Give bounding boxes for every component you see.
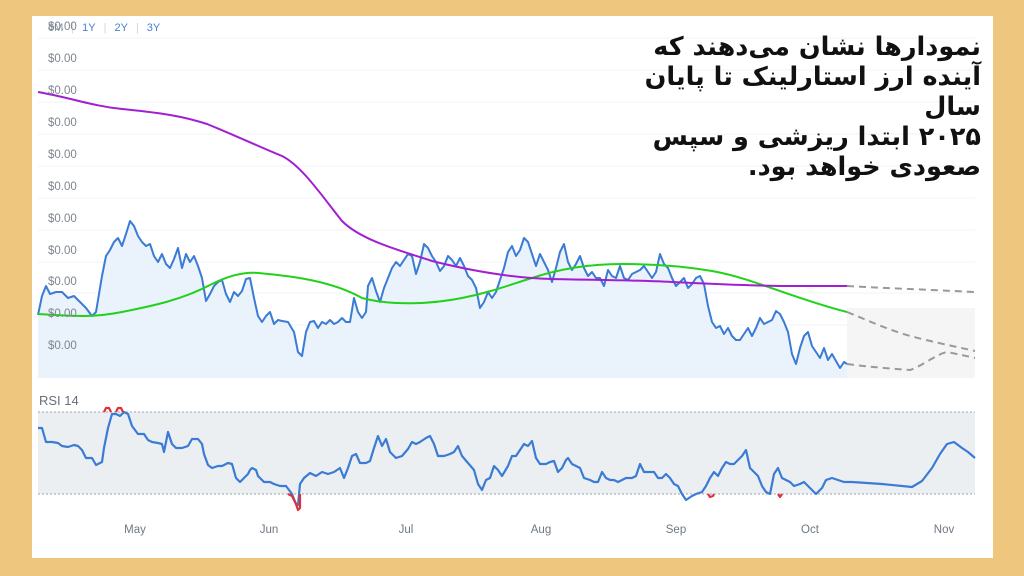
price-area <box>38 221 847 378</box>
x-axis-label-oct: Oct <box>801 524 819 536</box>
y-axis-label: $0.00 <box>48 117 77 129</box>
x-axis-label-nov: Nov <box>933 524 955 536</box>
y-axis-label: $0.00 <box>48 276 77 288</box>
rsi-title: RSI 14 <box>39 393 79 408</box>
rsi-oversold-jun <box>287 493 302 512</box>
long-ma-line <box>37 91 847 287</box>
rsi-extremes <box>103 406 783 512</box>
rsi-band <box>38 412 975 494</box>
caption-line: آینده ارز استارلینک تا پایان سال <box>644 62 981 122</box>
rsi-overbought-2 <box>115 406 124 413</box>
caption-line: ۲۰۲۵ ابتدا ریزشی و سپس <box>652 122 981 152</box>
x-axis-label-jul: Jul <box>398 524 414 536</box>
tab-separator: | <box>103 22 107 34</box>
forecast-region <box>847 308 975 378</box>
y-axis-label: $0.00 <box>48 340 77 352</box>
tab-3y[interactable]: 3Y <box>146 22 161 34</box>
y-axis-label: $0.00 <box>48 181 77 193</box>
forecast-long-ma <box>846 285 976 293</box>
caption-overlay: نمودارها نشان می‌دهند که آینده ارز استار… <box>581 32 981 182</box>
tab-1y[interactable]: 1Y <box>82 22 96 34</box>
rsi-line <box>38 410 976 507</box>
tab-6m[interactable]: 6M <box>48 22 64 34</box>
y-axis-label: $0.00 <box>48 85 77 97</box>
chart-panel: 6M | 1Y | 2Y | 3Y <box>32 16 993 558</box>
x-axis-label-jun: Jun <box>259 524 279 536</box>
y-axis-label: $0.00 <box>48 245 77 257</box>
rsi-oversold-late-sep <box>777 493 783 499</box>
y-axis-label: $0.00 <box>48 308 77 320</box>
price-gridlines <box>38 37 975 326</box>
y-axis-label: $0.00 <box>48 21 77 33</box>
y-axis-label: $0.00 <box>48 53 77 65</box>
price-line <box>37 220 848 369</box>
rsi-oversold-sep <box>707 493 715 499</box>
chart-svg <box>37 37 976 512</box>
x-axis-label-may: May <box>124 524 146 536</box>
forecast-price <box>846 350 976 372</box>
tab-separator: | <box>71 22 75 34</box>
range-tabs: 6M | 1Y | 2Y | 3Y <box>46 22 162 34</box>
short-ma-line <box>37 262 848 317</box>
caption-line: نمودارها نشان می‌دهند که <box>653 32 981 62</box>
tab-separator: | <box>135 22 139 34</box>
forecast-lines <box>846 285 976 372</box>
caption-line: صعودی خواهد بود. <box>747 152 981 182</box>
x-axis-label-sep: Sep <box>665 524 687 536</box>
y-axis-label: $0.00 <box>48 213 77 225</box>
rsi-overbought-1 <box>103 406 112 413</box>
tab-2y[interactable]: 2Y <box>114 22 128 34</box>
y-axis-label: $0.00 <box>48 149 77 161</box>
x-axis-label-aug: Aug <box>530 524 552 536</box>
